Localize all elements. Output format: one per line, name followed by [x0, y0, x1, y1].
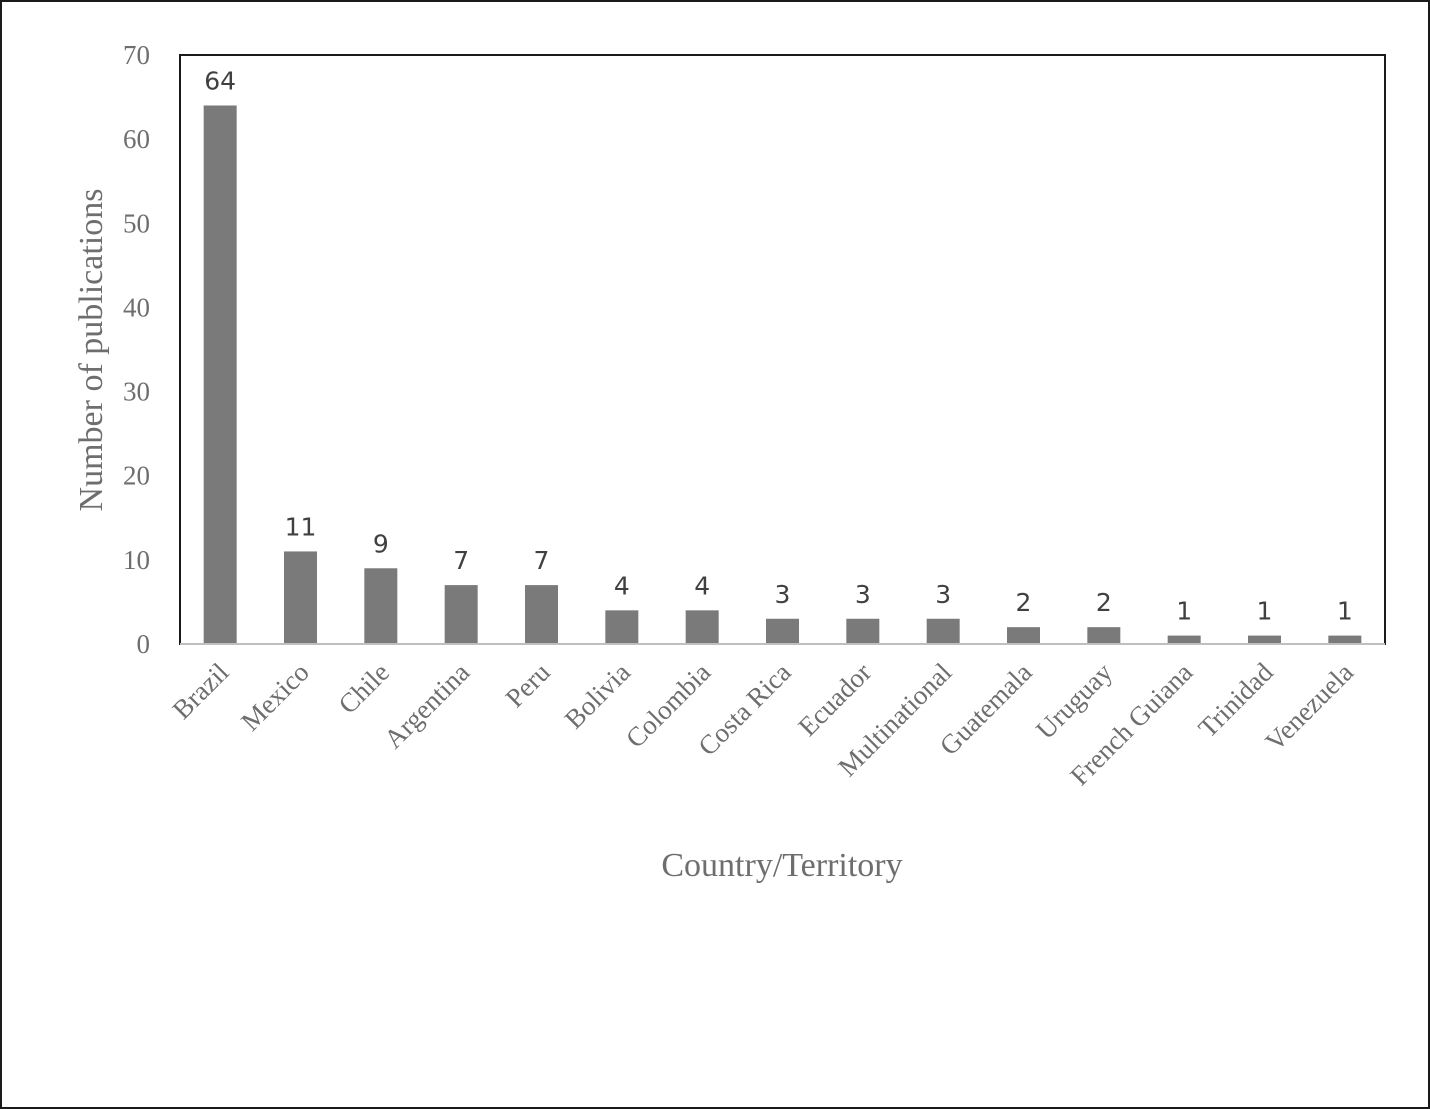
y-tick-label: 50: [123, 208, 150, 238]
data-label: 7: [534, 546, 550, 575]
data-label: 11: [285, 512, 317, 541]
x-category-label: Mexico: [235, 657, 315, 737]
y-tick-label: 70: [123, 40, 150, 70]
y-tick-label: 0: [137, 629, 151, 659]
y-tick-label: 60: [123, 124, 150, 154]
data-label: 4: [614, 571, 630, 600]
data-label: 7: [453, 546, 469, 575]
bar: [1007, 627, 1040, 644]
bar: [685, 610, 719, 644]
bar: [525, 585, 558, 644]
bar: [364, 568, 398, 644]
bar: [846, 618, 880, 644]
x-axis-title: Country/Territory: [661, 847, 902, 884]
x-category-label: Venezuela: [1259, 657, 1359, 757]
bar: [1167, 635, 1201, 644]
x-category-label: Peru: [500, 657, 557, 714]
y-axis-ticks: 0 10 20 30 40 50 60 70: [123, 40, 150, 659]
bar: [926, 618, 960, 644]
bar: [605, 610, 639, 644]
y-tick-label: 40: [123, 292, 150, 322]
data-label: 1: [1257, 597, 1273, 626]
x-category-label: Argentina: [378, 657, 475, 754]
y-tick-label: 20: [123, 461, 150, 491]
bar: [1087, 627, 1121, 644]
data-label: 2: [1096, 588, 1112, 617]
plot-area: [179, 54, 1386, 645]
y-tick-label: 30: [123, 377, 150, 407]
y-tick-label: 10: [123, 545, 150, 575]
data-label: 4: [694, 571, 710, 600]
bar: [444, 585, 478, 644]
x-category-label: Brazil: [167, 657, 235, 725]
bar: [284, 551, 317, 644]
x-category-label: Bolivia: [559, 657, 636, 734]
data-label: 3: [935, 580, 951, 609]
data-label: 64: [204, 66, 236, 95]
bars: [203, 105, 1362, 645]
data-label: 1: [1337, 597, 1353, 626]
bar: [766, 618, 799, 644]
data-label: 9: [373, 529, 389, 558]
y-axis-title: Number of publications: [73, 189, 110, 512]
bar: [203, 105, 237, 645]
data-label: 2: [1016, 588, 1032, 617]
data-label: 3: [775, 580, 791, 609]
x-category-label: Chile: [332, 657, 395, 720]
bar: [1328, 635, 1362, 644]
data-label: 3: [855, 580, 871, 609]
data-label: 1: [1176, 597, 1192, 626]
bar: [1248, 635, 1281, 644]
